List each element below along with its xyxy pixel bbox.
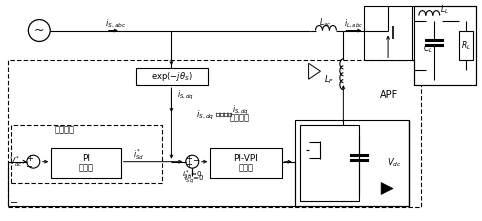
Text: PI: PI bbox=[82, 154, 90, 163]
Text: $i_{S,dq}$ 电流内环: $i_{S,dq}$ 电流内环 bbox=[196, 109, 234, 122]
Bar bbox=[9, 60, 421, 207]
Text: 电流内环: 电流内环 bbox=[230, 113, 250, 122]
Text: $C_L$: $C_L$ bbox=[423, 42, 433, 55]
Text: $V_{dc}$: $V_{dc}$ bbox=[387, 156, 402, 169]
Text: 电压外环: 电压外环 bbox=[54, 125, 74, 134]
Bar bbox=[364, 6, 412, 60]
Text: $-$: $-$ bbox=[192, 154, 201, 163]
Text: +: + bbox=[185, 154, 192, 163]
Bar bbox=[135, 68, 208, 85]
Text: $i_{S,dq}$: $i_{S,dq}$ bbox=[231, 103, 248, 116]
Bar bbox=[51, 148, 121, 178]
Text: $-$: $-$ bbox=[9, 196, 18, 206]
Text: $L_{ac}$: $L_{ac}$ bbox=[319, 16, 332, 29]
Text: $L_L$: $L_L$ bbox=[440, 3, 449, 16]
Bar bbox=[414, 6, 476, 85]
Text: APF: APF bbox=[380, 90, 398, 100]
Text: $i_{S,abc}$: $i_{S,abc}$ bbox=[105, 17, 127, 30]
Text: $V_{dc}^*$: $V_{dc}^*$ bbox=[9, 154, 22, 169]
Text: $i_{Sq}^*\!=\!0$: $i_{Sq}^*\!=\!0$ bbox=[184, 172, 205, 187]
Text: ~: ~ bbox=[34, 24, 44, 37]
Polygon shape bbox=[381, 183, 393, 194]
Text: 控制器: 控制器 bbox=[79, 163, 94, 172]
Text: PI-VPI: PI-VPI bbox=[234, 154, 258, 163]
Text: $i_{Sq}^*\!=\!0$: $i_{Sq}^*\!=\!0$ bbox=[182, 168, 202, 183]
Text: $R_L$: $R_L$ bbox=[461, 39, 470, 52]
Bar bbox=[459, 30, 472, 60]
Text: 控制器: 控制器 bbox=[239, 163, 254, 172]
Text: $i_{S,dq}$: $i_{S,dq}$ bbox=[177, 89, 194, 102]
Text: +: + bbox=[185, 160, 192, 169]
Text: $-$: $-$ bbox=[25, 160, 33, 169]
Text: +: + bbox=[26, 154, 33, 163]
Text: $\mathrm{exp}(-j\theta_S)$: $\mathrm{exp}(-j\theta_S)$ bbox=[151, 70, 193, 83]
Bar bbox=[300, 125, 359, 201]
Bar bbox=[12, 125, 162, 183]
Text: $L_F$: $L_F$ bbox=[324, 74, 335, 86]
Text: $i_{L,abc}$: $i_{L,abc}$ bbox=[344, 17, 363, 30]
Bar bbox=[295, 120, 409, 206]
Bar bbox=[210, 148, 282, 178]
Text: $i_{Sd}^*$: $i_{Sd}^*$ bbox=[133, 147, 144, 162]
